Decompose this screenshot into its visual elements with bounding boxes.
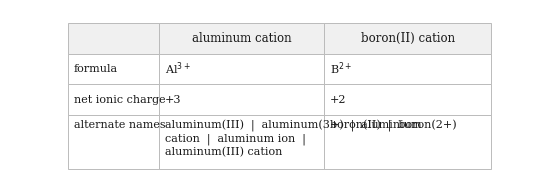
Text: +2: +2	[330, 95, 346, 105]
Bar	[324, 84, 491, 115]
Bar	[68, 23, 159, 54]
Text: aluminum cation: aluminum cation	[192, 32, 292, 45]
Text: formula: formula	[74, 64, 118, 74]
Text: net ionic charge: net ionic charge	[74, 95, 165, 105]
Text: boron(II)  |  boron(2+): boron(II) | boron(2+)	[330, 120, 456, 132]
Text: boron(II) cation: boron(II) cation	[361, 32, 455, 45]
Bar	[68, 115, 159, 169]
Bar	[159, 115, 324, 169]
Bar	[324, 54, 491, 84]
Text: Al$^{3+}$: Al$^{3+}$	[165, 61, 191, 77]
Text: B$^{2+}$: B$^{2+}$	[330, 61, 352, 77]
Bar	[159, 84, 324, 115]
Text: +3: +3	[165, 95, 181, 105]
Bar	[159, 23, 324, 54]
Bar	[68, 84, 159, 115]
Bar	[159, 54, 324, 84]
Bar	[324, 115, 491, 169]
Text: aluminum(III)  |  aluminum(3+)  |  aluminium
cation  |  aluminum ion  |
aluminum: aluminum(III) | aluminum(3+) | aluminium…	[165, 120, 422, 157]
Text: alternate names: alternate names	[74, 120, 165, 130]
Bar	[324, 23, 491, 54]
Bar	[68, 54, 159, 84]
